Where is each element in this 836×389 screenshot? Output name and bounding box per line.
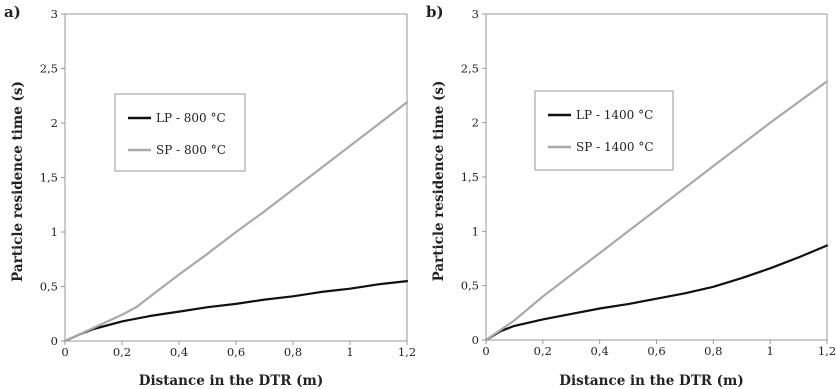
x-tick-label: 1	[346, 345, 353, 359]
plot-frame	[64, 13, 408, 342]
x-tick-label: 0,8	[284, 345, 302, 359]
y-tick-label: 3	[472, 7, 479, 21]
legend-box	[114, 93, 246, 172]
plot-frame	[485, 13, 828, 341]
x-axis-title: Distance in the DTR (m)	[139, 373, 323, 389]
panel-b: b) 0 0,5 1 1,5 2 2,5 3 0 0,2 0,4 0,6 0,8 1 1,2 Distance…	[426, 3, 836, 389]
legend-box	[534, 90, 674, 171]
series-line-lp	[63, 280, 409, 343]
x-tick-label: 0,4	[591, 344, 609, 358]
y-tick-label: 1	[51, 225, 58, 239]
x-tick-label: 0	[61, 345, 68, 359]
x-tick-label: 1,2	[398, 345, 416, 359]
x-tick-label: 0,2	[113, 345, 131, 359]
y-tick-label: 1	[472, 224, 479, 238]
y-tick-label: 2	[51, 116, 58, 130]
y-tick-label: 2,5	[461, 61, 479, 75]
panel-a: a) 0 0,5 1 1,5 2 2,5 3 0 0,2 0,4 0,6 0,8 1 1,2 Distance…	[4, 3, 416, 389]
y-tick-label: 0,5	[40, 280, 58, 294]
series-line-sp	[484, 80, 829, 342]
x-tick-label: 0,8	[704, 344, 722, 358]
legend-label: SP - 1400 °C	[576, 140, 654, 154]
legend-label: LP - 1400 °C	[576, 108, 653, 122]
legend-label: SP - 800 °C	[156, 143, 226, 157]
x-tick-label: 1,2	[818, 344, 836, 358]
y-tick-label: 2,5	[40, 62, 58, 76]
y-axis-title: Particle residence time (s)	[431, 81, 447, 282]
y-tick-label: 1,5	[461, 170, 479, 184]
y-tick-label: 2	[472, 116, 479, 130]
x-axis-title: Distance in the DTR (m)	[559, 373, 743, 389]
panel-label: a)	[4, 3, 21, 21]
y-axis-title: Particle residence time (s)	[10, 81, 26, 282]
x-tick-label: 0,4	[170, 345, 188, 359]
panel-label: b)	[426, 3, 444, 21]
x-tick-label: 0	[482, 344, 489, 358]
y-tick-label: 1,5	[40, 171, 58, 185]
y-tick-label: 0	[472, 333, 479, 347]
series-line-lp	[484, 244, 829, 342]
y-tick-label: 0,5	[461, 279, 479, 293]
x-tick-label: 0,6	[647, 344, 665, 358]
x-tick-label: 1	[767, 344, 774, 358]
series-line-sp	[63, 101, 409, 343]
legend-label: LP - 800 °C	[156, 111, 226, 125]
x-tick-label: 0,2	[534, 344, 552, 358]
y-tick-label: 3	[51, 7, 58, 21]
x-tick-label: 0,6	[227, 345, 245, 359]
y-tick-label: 0	[51, 334, 58, 348]
